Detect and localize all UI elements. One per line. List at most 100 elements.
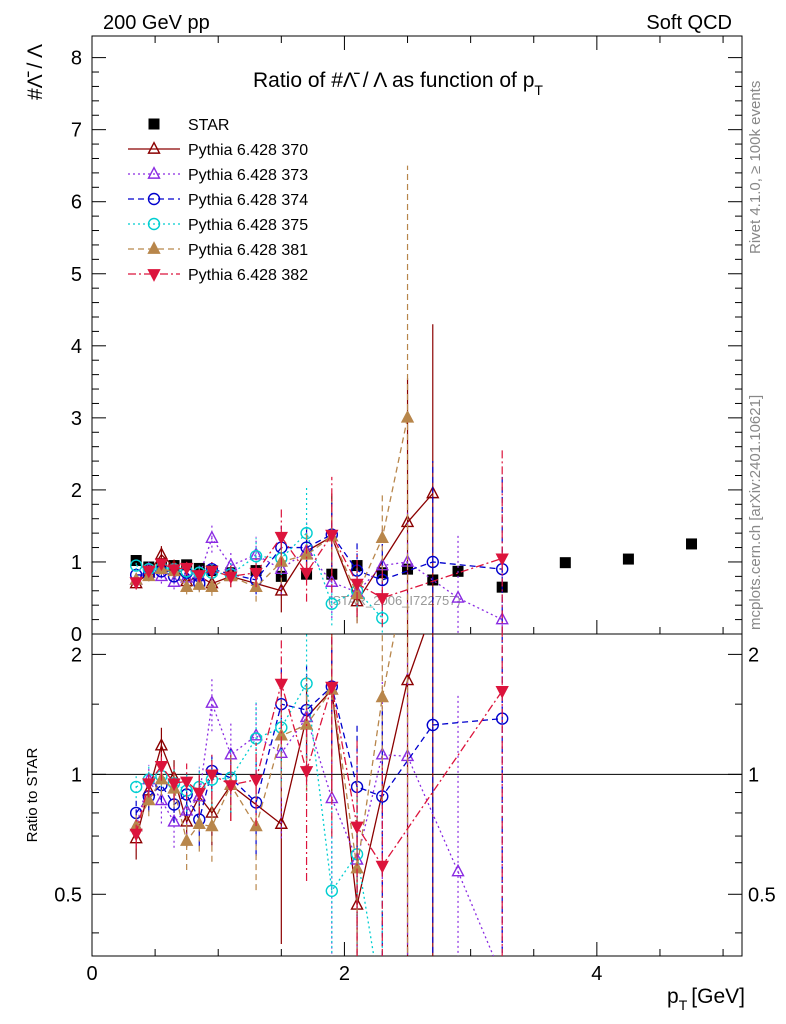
series-line — [135, 493, 434, 604]
ratio-point — [274, 678, 288, 692]
ratio-point — [377, 1002, 388, 1013]
ratio-axis-ticks: 0.5 0.5 1 1 2 2 0 2 4 — [54, 644, 776, 985]
header-energy-label: 200 GeV pp — [103, 12, 210, 34]
legend-item: Pythia 6.428 381 — [128, 241, 308, 259]
legend-item: Pythia 6.428 373 — [128, 166, 308, 184]
data-point — [686, 538, 698, 550]
data-point — [192, 570, 206, 583]
y-tick-label: 1 — [71, 552, 82, 574]
data-point — [192, 577, 206, 590]
data-point — [375, 530, 389, 544]
ratio-point — [350, 821, 364, 835]
legend-item: Pythia 6.428 370 — [128, 141, 308, 159]
data-point — [325, 597, 339, 610]
data-point — [299, 546, 314, 560]
y-tick-label: 7 — [71, 120, 82, 142]
ratio-point — [129, 780, 143, 794]
series-6 — [129, 450, 509, 634]
legend-marker — [147, 192, 161, 206]
data-point — [180, 562, 194, 576]
data-point — [400, 410, 415, 423]
legend-label: Pythia 6.428 374 — [188, 192, 308, 209]
series-line — [135, 531, 383, 619]
legend: STAR Pythia 6.428 370 Pythia 6.428 373 Pyth… — [128, 117, 308, 284]
data-point — [205, 565, 219, 579]
ratio-point — [224, 780, 238, 793]
y-tick-label: 2 — [71, 480, 82, 502]
data-point — [299, 567, 314, 581]
legend-marker — [147, 141, 161, 154]
ratio-point — [167, 778, 181, 792]
legend-label: Pythia 6.428 382 — [188, 267, 308, 284]
ratio-y-tick-label: 2 — [71, 644, 82, 666]
ratio-point — [167, 813, 181, 827]
legend-label: Pythia 6.428 370 — [188, 142, 308, 159]
legend-marker — [147, 217, 161, 231]
ratio-point — [497, 971, 508, 981]
data-point — [451, 590, 465, 603]
ratio-point — [299, 766, 314, 779]
data-point — [129, 577, 143, 590]
ratio-point — [426, 718, 439, 732]
legend-marker — [147, 241, 161, 254]
ratio-point — [154, 792, 169, 806]
ratio-y-tick-label: 1 — [71, 764, 82, 786]
ratio-line — [135, 702, 495, 956]
ratio-point — [205, 818, 219, 832]
ratio-y-tick-label-right: 1 — [748, 764, 759, 786]
ratio-y-tick-label-right: 2 — [748, 644, 759, 666]
series-line — [135, 533, 503, 599]
ratio-point — [451, 863, 465, 877]
source-label: mcplots.cern.ch [arXiv:2401.10621] — [747, 395, 764, 630]
ratio-point — [205, 769, 219, 783]
ratio-series-4 — [129, 634, 409, 956]
data-point — [249, 567, 263, 581]
data-point — [350, 578, 364, 592]
legend-item: Pythia 6.428 375 — [128, 217, 308, 234]
main-y-axis-label: #Λ̄ / Λ — [24, 44, 47, 100]
y-tick-label: 6 — [71, 192, 82, 214]
series-4 — [129, 486, 389, 633]
y-tick-label: 8 — [71, 48, 82, 70]
legend-item: STAR — [148, 117, 229, 134]
legend-label: Pythia 6.428 375 — [188, 217, 308, 234]
ratio-point — [205, 695, 219, 708]
data-point — [129, 559, 143, 572]
x-tick-label: 4 — [591, 963, 602, 985]
data-point — [622, 553, 634, 565]
legend-item: Pythia 6.428 374 — [128, 192, 308, 209]
data-point — [205, 530, 219, 544]
series-1 — [129, 324, 440, 634]
data-point — [274, 582, 288, 596]
ratio-point — [375, 860, 389, 874]
ratio-line — [135, 681, 503, 867]
ratio-plot-frame — [91, 633, 743, 957]
ratio-point — [129, 828, 143, 842]
y-tick-label: 3 — [71, 408, 82, 430]
ratio-y-tick-label-right: 0.5 — [748, 884, 776, 906]
legend-label: STAR — [188, 117, 229, 134]
data-point — [167, 564, 181, 577]
x-axis-label: pT [GeV] — [667, 985, 745, 1013]
ratio-y-tick-label: 0.5 — [54, 884, 82, 906]
ratio-point — [142, 778, 156, 792]
data-point — [495, 553, 509, 567]
ratio-point — [192, 787, 206, 801]
ratio-point — [180, 833, 194, 846]
data-point — [375, 593, 389, 606]
x-tick-label: 0 — [86, 963, 97, 985]
data-point — [559, 557, 571, 569]
ratio-point — [375, 689, 389, 703]
legend-label: Pythia 6.428 373 — [188, 167, 308, 184]
ratio-point — [249, 774, 263, 788]
legend-item: Pythia 6.428 382 — [128, 267, 308, 284]
ratio-series-5 — [129, 634, 509, 956]
ratio-point — [154, 761, 169, 774]
y-tick-label: 0 — [71, 624, 82, 646]
chart-title: Ratio of #Λ̄ / Λ as function of pT — [253, 69, 543, 98]
ratio-point — [325, 681, 339, 695]
ratio-line — [135, 685, 503, 822]
main-axis-ticks: 0 1 2 3 4 5 6 7 8 — [71, 36, 742, 646]
ratio-point — [192, 816, 206, 829]
